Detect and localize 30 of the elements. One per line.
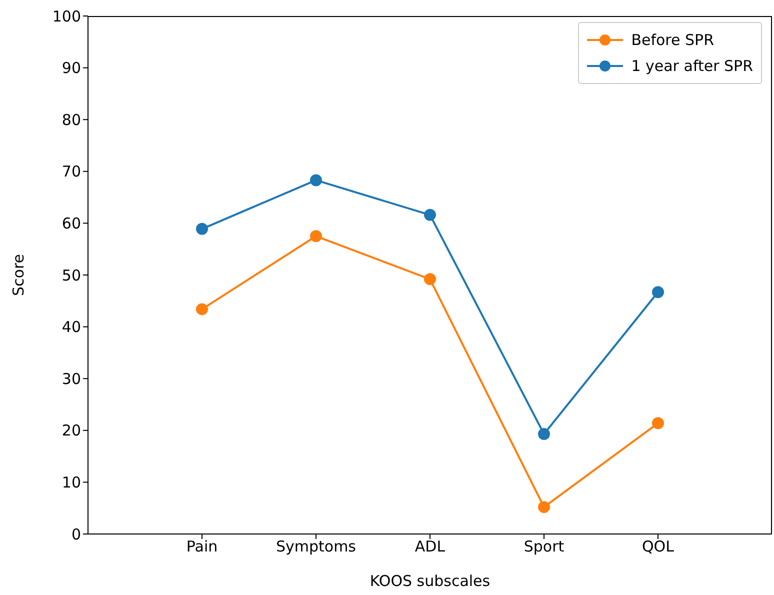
y-tick-label: 20: [62, 422, 81, 440]
x-tick-label: Symptoms: [276, 538, 356, 556]
point: [652, 286, 664, 298]
y-tick-label: 0: [71, 525, 81, 544]
y-tick-label: 10: [62, 474, 81, 492]
y-tick-label: 100: [52, 7, 81, 26]
point: [424, 208, 436, 221]
point: [196, 222, 208, 235]
y-tick-label: 80: [62, 110, 81, 129]
legend-label: Before SPR: [631, 31, 714, 49]
y-tick-label: 70: [62, 162, 81, 181]
y-tick-label: 60: [62, 214, 81, 233]
y-tick-label: 40: [62, 318, 81, 336]
point: [652, 417, 664, 430]
y-tick-label: 30: [62, 370, 81, 388]
x-tick-label: Pain: [186, 538, 218, 556]
point: [424, 273, 436, 286]
point: [196, 303, 208, 316]
x-tick-label: Sport: [524, 538, 564, 556]
x-tick-label: QOL: [642, 538, 675, 556]
y-axis-title: Score: [9, 254, 28, 296]
point: [310, 230, 322, 242]
x-axis-title: KOOS subscales: [370, 572, 490, 590]
point: [310, 174, 322, 186]
y-tick-label: 90: [62, 59, 81, 78]
x-tick-label: ADL: [414, 538, 446, 556]
point: [538, 501, 550, 514]
legend-label: 1 year after SPR: [631, 57, 753, 75]
y-tick-label: 50: [62, 266, 81, 284]
point: [538, 428, 550, 440]
